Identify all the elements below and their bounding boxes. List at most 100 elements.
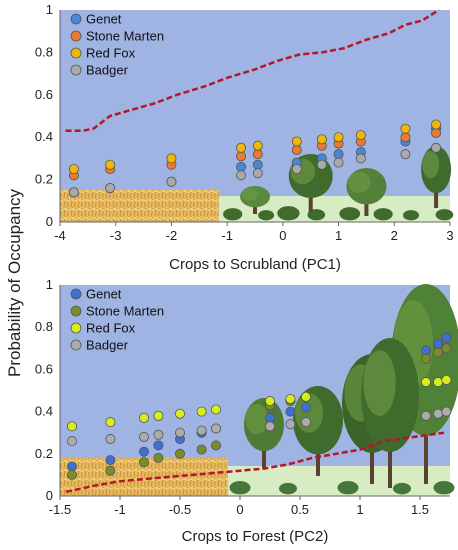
data-point-genet: [67, 461, 78, 472]
x-tick-label: 0: [279, 228, 286, 243]
axis-ticks: 0 0.2 0.4 0.6 0.8 1 -4 -3 -2 -1 0 1 2 3: [35, 2, 454, 243]
overall-occupancy-trend-line: [65, 431, 445, 494]
shrub-icon: [279, 482, 297, 495]
data-point-red-fox: [441, 374, 452, 385]
data-point-red-fox: [68, 163, 79, 174]
tree-icon-trunk: [424, 394, 428, 484]
data-point-badger: [441, 406, 452, 417]
data-point-genet: [285, 406, 296, 417]
data-point-badger: [174, 427, 185, 438]
axis-ticks: 0 0.2 0.4 0.6 0.8 1 -1.5 -1 -0.5 0 0.5 1 1.5: [35, 277, 450, 517]
legend: Genet Stone Marten Red Fox Badger: [70, 287, 164, 353]
data-point-badger: [166, 176, 177, 187]
legend-marker-red-fox: [70, 322, 82, 334]
shrub-icon: [433, 480, 455, 495]
x-tick-label: 2: [391, 228, 398, 243]
data-point-badger: [105, 183, 116, 194]
data-point-stone-marten: [432, 347, 443, 358]
data-point-genet: [105, 455, 116, 466]
tree-icon-trunk: [308, 185, 313, 212]
y-tick-label: 0.6: [35, 87, 53, 102]
data-point-red-fox: [138, 412, 149, 423]
legend-label-genet: Genet: [86, 287, 122, 302]
x-tick-label: 0: [236, 502, 243, 517]
data-point-stone-marten: [210, 440, 221, 451]
data-point-genet: [252, 159, 263, 170]
panel-crops-to-forest: 0 0.2 0.4 0.6 0.8 1 -1.5 -1 -0.5 0 0.5 1 1.5 Genet St…: [35, 277, 458, 545]
data-point-stone-marten: [174, 448, 185, 459]
habitat-illustration: [60, 146, 454, 222]
y-axis-label: Probability of Occupancy: [5, 188, 24, 377]
data-point-red-fox: [291, 136, 302, 147]
y-tick-label: 0.4: [35, 404, 53, 419]
shrub-icon: [403, 210, 419, 221]
data-point-badger: [210, 423, 221, 434]
data-point-stone-marten: [138, 457, 149, 468]
legend-marker-red-fox: [70, 47, 82, 59]
legend-label-red-fox: Red Fox: [86, 321, 136, 336]
tree-icon-highlight: [245, 403, 268, 435]
y-tick-label: 1: [46, 2, 53, 17]
data-points: [67, 332, 452, 480]
shrub-icon: [373, 208, 393, 221]
data-point-genet: [432, 339, 443, 350]
data-point-genet: [441, 332, 452, 343]
y-tick-label: 0.6: [35, 361, 53, 376]
x-tick-label: -1: [114, 502, 126, 517]
shrub-icon: [229, 480, 251, 495]
legend: Genet Stone Marten Red Fox Badger: [70, 12, 164, 78]
shrub-icon: [393, 482, 411, 495]
data-point-badger: [153, 429, 164, 440]
x-tick-label: -1: [221, 228, 233, 243]
data-point-genet: [333, 149, 344, 160]
data-point-badger: [300, 417, 311, 428]
data-point-badger: [333, 157, 344, 168]
x-tick-label: 1: [335, 228, 342, 243]
legend-marker-genet: [70, 13, 82, 25]
data-point-badger: [138, 431, 149, 442]
data-point-badger: [236, 170, 247, 181]
data-point-badger: [291, 163, 302, 174]
data-point-red-fox: [166, 153, 177, 164]
data-point-genet: [264, 412, 275, 423]
legend-label-stone-marten: Stone Marten: [86, 304, 164, 319]
x-tick-label: -1.5: [49, 502, 71, 517]
data-point-genet: [420, 345, 431, 356]
data-point-stone-marten: [252, 149, 263, 160]
tree-icon-trunk: [253, 201, 257, 214]
shrub-icon: [277, 206, 300, 221]
x-tick-label: 3: [446, 228, 453, 243]
shrub-icon: [337, 480, 359, 495]
tree-icon-trunk: [370, 425, 374, 484]
x-tick-label: -4: [54, 228, 66, 243]
shrub-icon: [258, 210, 275, 221]
data-point-red-fox: [105, 417, 116, 428]
x-tick-label: 0.5: [291, 502, 309, 517]
data-point-badger: [431, 142, 442, 153]
data-point-red-fox: [285, 393, 296, 404]
tree-icon-trunk: [434, 180, 439, 208]
data-point-red-fox: [333, 132, 344, 143]
y-tick-label: 1: [46, 277, 53, 292]
tree-icon-highlight: [422, 150, 440, 179]
data-point-badger: [68, 187, 79, 198]
shrub-icon: [223, 208, 243, 221]
data-point-red-fox: [196, 406, 207, 417]
x-tick-label: -0.5: [169, 502, 191, 517]
data-point-badger: [400, 149, 411, 160]
data-point-red-fox: [67, 421, 78, 432]
data-point-red-fox: [105, 159, 116, 170]
overall-occupancy-trend-line: [65, 8, 440, 133]
y-tick-label: 0.8: [35, 319, 53, 334]
data-point-badger: [355, 153, 366, 164]
data-point-stone-marten: [153, 453, 164, 464]
data-point-red-fox: [236, 142, 247, 153]
data-point-badger: [105, 434, 116, 445]
x-tick-label: -2: [166, 228, 178, 243]
data-points: [68, 119, 442, 198]
x-axis-label: Crops to Scrubland (PC1): [169, 256, 341, 273]
tree-icon-trunk: [388, 420, 392, 488]
data-point-stone-marten: [400, 132, 411, 143]
tree-icon-highlight: [241, 188, 258, 201]
